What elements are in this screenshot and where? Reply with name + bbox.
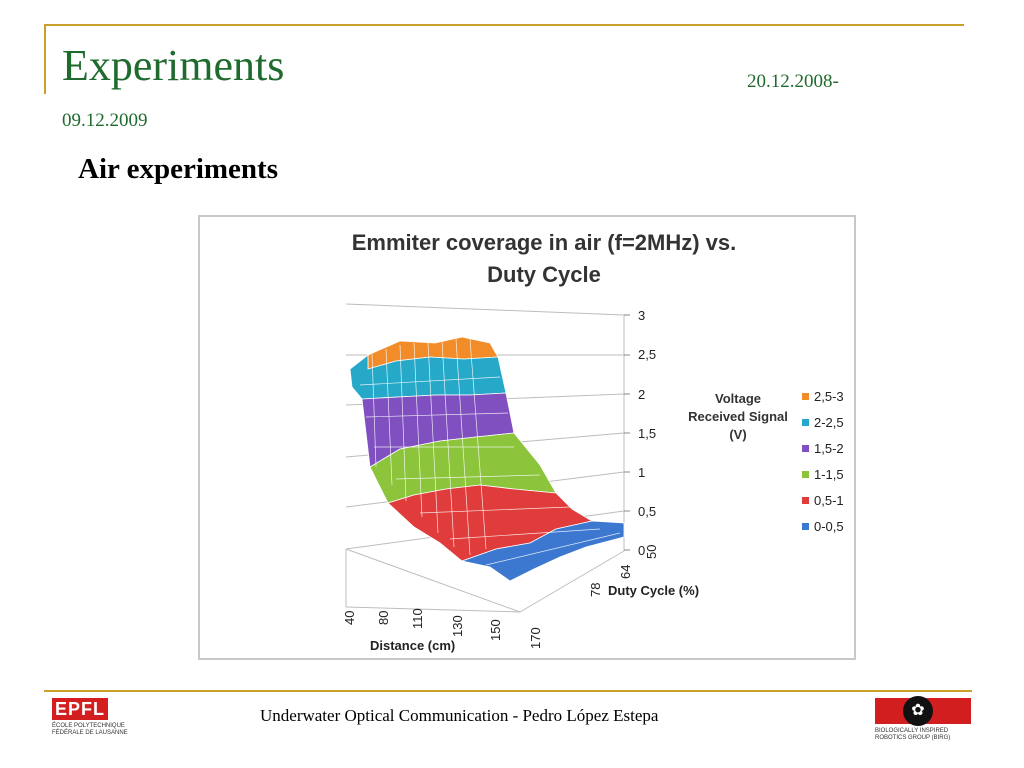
legend-title-line1: Voltage [715, 391, 761, 406]
y-tick-78: 78 [588, 583, 603, 597]
band-0-0-5 [460, 520, 625, 582]
chart-title-line2: Duty Cycle [487, 262, 601, 287]
z-tick-3: 3 [638, 308, 645, 323]
y-tick-64: 64 [618, 565, 633, 579]
legend-title-line2: Received Signal [688, 409, 788, 424]
surface-mesh [359, 338, 621, 566]
birg-logo-band: ✿ [875, 696, 971, 726]
z-tick-0: 0 [638, 543, 645, 558]
x-tick-110: 110 [410, 608, 425, 629]
frame-left-line [44, 24, 46, 94]
date-start: 20.12.2008- [747, 71, 839, 92]
birg-caption-1: BIOLOGICALLY INSPIRED [875, 728, 949, 734]
x-tick-170: 170 [528, 627, 543, 649]
legend-label-0-0-5: 0-0,5 [814, 519, 844, 534]
y-axis: 50 64 78 Duty Cycle (%) [588, 545, 699, 598]
frame-top-line [44, 24, 964, 26]
chart-title-line1: Emmiter coverage in air (f=2MHz) vs. [352, 230, 737, 255]
chart-container: Emmiter coverage in air (f=2MHz) vs. Dut… [198, 215, 856, 660]
surface-chart: Emmiter coverage in air (f=2MHz) vs. Dut… [342, 230, 844, 653]
legend-label-0-5-1: 0,5-1 [814, 493, 844, 508]
slide-title: Experiments [62, 41, 285, 90]
legend-title: Voltage Received Signal (V) [688, 391, 788, 442]
floor-grid [345, 548, 625, 613]
epfl-caption-1: ÉCOLE POLYTECHNIQUE [52, 723, 125, 729]
legend-label-1-5-2: 1,5-2 [814, 441, 844, 456]
x-tick-130: 130 [450, 615, 465, 637]
legend-swatch-1-1-5 [802, 471, 809, 478]
salamander-icon: ✿ [903, 696, 933, 726]
date-end: 09.12.2009 [62, 110, 148, 131]
legend-swatch-1-5-2 [802, 445, 809, 452]
z-tick-1: 1 [638, 465, 645, 480]
legend-swatch-0-0-5 [802, 523, 809, 530]
x-tick-150: 150 [488, 619, 503, 641]
x-tick-40: 40 [342, 611, 357, 625]
legend-swatch-0-5-1 [802, 497, 809, 504]
legend-title-line3: (V) [729, 427, 746, 442]
y-axis-label: Duty Cycle (%) [608, 583, 699, 598]
birg-logo: ✿ BIOLOGICALLY INSPIRED ROBOTICS GROUP (… [875, 696, 971, 748]
x-tick-80: 80 [376, 611, 391, 625]
legend-label-1-1-5: 1-1,5 [814, 467, 844, 482]
z-tick-0-5: 0,5 [638, 504, 656, 519]
slide-subtitle: Air experiments [78, 153, 278, 185]
x-axis-label: Distance (cm) [370, 638, 455, 653]
z-tick-2: 2 [638, 387, 645, 402]
footer-line [44, 690, 972, 692]
footer-text: Underwater Optical Communication - Pedro… [260, 706, 659, 725]
legend-label-2-2-5: 2-2,5 [814, 415, 844, 430]
z-tick-2-5: 2,5 [638, 347, 656, 362]
y-tick-50: 50 [644, 545, 659, 559]
x-axis: 40 80 110 130 150 170 Distance (cm) [342, 608, 543, 653]
z-axis: 3 2,5 2 1,5 1 0,5 0 [624, 308, 656, 558]
legend-label-2-5-3: 2,5-3 [814, 389, 844, 404]
epfl-logo: EPFL ÉCOLE POLYTECHNIQUE FÉDÉRALE DE LAU… [52, 698, 136, 742]
legend-swatch-2-2-5 [802, 419, 809, 426]
epfl-caption-2: FÉDÉRALE DE LAUSANNE [52, 730, 128, 736]
surface-bands [349, 336, 625, 582]
epfl-logo-mark: EPFL [52, 698, 108, 720]
legend: 2,5-3 2-2,5 1,5-2 1-1,5 0,5-1 0-0,5 [802, 389, 844, 534]
z-tick-1-5: 1,5 [638, 426, 656, 441]
legend-swatch-2-5-3 [802, 393, 809, 400]
birg-caption-2: ROBOTICS GROUP (BIRG) [875, 735, 951, 741]
